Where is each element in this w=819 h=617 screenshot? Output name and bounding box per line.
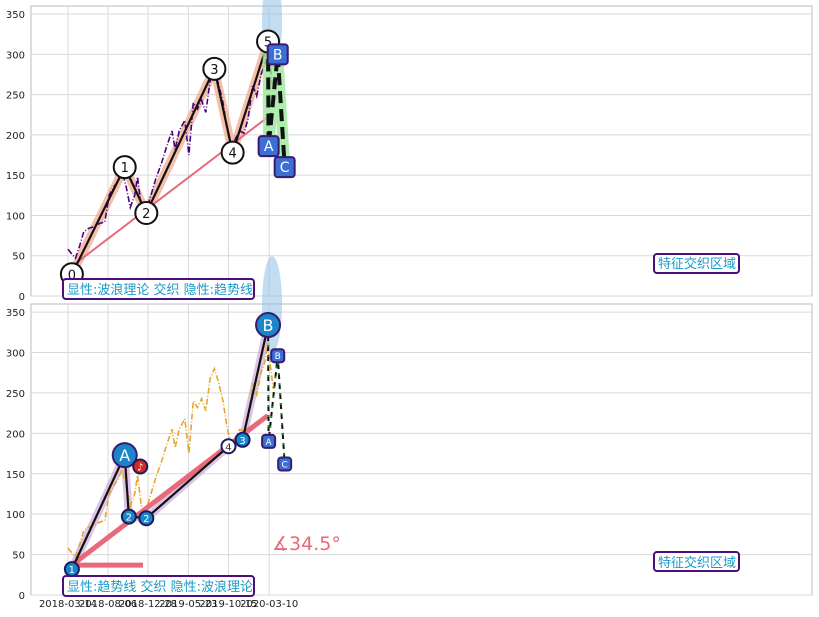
top-right-note: 特征交织区域 <box>658 256 736 272</box>
wave-point-marker <box>112 155 137 180</box>
wave-point-label: 2 <box>142 207 150 222</box>
y-tick-label: 200 <box>6 429 25 440</box>
wave-point-label: 2 <box>126 513 132 524</box>
projection-label: A <box>264 139 274 155</box>
top-annotations: 显性:波浪理论 交织 隐性:趋势线 特征交织区域 <box>62 253 740 300</box>
projection-marker <box>277 456 293 472</box>
y-tick-label: 50 <box>12 551 25 562</box>
price-series-line <box>67 44 275 260</box>
bottom-left-note: 显性:趋势线 交织 隐性:波浪理论 <box>67 579 253 595</box>
x-tick-label: 2019-05-23 <box>159 599 217 610</box>
projection-label: B <box>275 352 281 362</box>
projection-line <box>266 41 287 168</box>
bottom-chart-marks: 1 A 2 2 ♪ 43 B A B C <box>63 256 293 578</box>
wave-point-marker <box>138 510 155 527</box>
wave-point-label: 5 <box>264 35 272 50</box>
wave-point-label: A <box>119 446 130 465</box>
wave-point-label: 3 <box>239 436 245 447</box>
wave-point-label: 0 <box>68 268 76 283</box>
x-tick-label: 2019-10-15 <box>199 599 257 610</box>
bottom-grid <box>31 304 812 596</box>
wave-point-label: 4 <box>225 442 231 453</box>
y-tick-label: 0 <box>19 292 25 303</box>
top-right-note-box <box>653 253 740 274</box>
wave-point-marker <box>220 438 237 455</box>
y-tick-label: 300 <box>6 349 25 360</box>
projection-marker <box>273 156 296 179</box>
y-tick-label: 300 <box>6 50 25 61</box>
projection-marker <box>261 433 277 449</box>
projection-label: A <box>266 438 273 448</box>
bottom-x-tick-labels: 2018-03-142018-08-062018-12-282019-05-23… <box>39 599 298 610</box>
y-tick-label: 250 <box>6 389 25 400</box>
bottom-annotations: 显性:趋势线 交织 隐性:波浪理论 特征交织区域 ∡34.5° <box>62 533 740 597</box>
top-left-note: 显性:波浪理论 交织 隐性:趋势线 <box>67 282 253 298</box>
y-tick-label: 200 <box>6 131 25 142</box>
top-left-note-box <box>62 278 255 300</box>
y-tick-label: 50 <box>12 252 25 263</box>
wave-point-label: 4 <box>228 147 236 162</box>
projection-marker <box>266 43 289 66</box>
wave-point-label: 2 <box>143 514 149 525</box>
wave-point-label: B <box>263 316 274 335</box>
projection-marker <box>257 135 280 158</box>
y-tick-label: 250 <box>6 91 25 102</box>
projection-marker <box>270 348 286 364</box>
bottom-right-note: 特征交织区域 <box>658 555 736 571</box>
y-tick-label: 150 <box>6 470 25 481</box>
top-chart-marks: 0 1 2 3 4 5 A B C <box>59 0 296 287</box>
projection-label: B <box>273 47 283 63</box>
bottom-right-note-box <box>653 551 740 572</box>
projection-label: C <box>282 461 288 471</box>
wave-point-marker <box>120 508 137 525</box>
y-tick-label: 100 <box>6 211 25 222</box>
wave-point-marker <box>234 431 251 448</box>
bottom-y-tick-labels: 0 50 100 150 200 250 300 350 <box>6 308 25 602</box>
x-tick-label: 2020-03-10 <box>240 599 298 610</box>
wave-point-label: ♪ <box>137 462 143 473</box>
y-tick-label: 0 <box>19 591 25 602</box>
y-tick-label: 100 <box>6 510 25 521</box>
projection-label: C <box>280 160 290 176</box>
wave-point-marker <box>202 56 227 81</box>
y-tick-label: 350 <box>6 308 25 319</box>
wave-point-label: 3 <box>210 63 218 78</box>
x-tick-label: 2018-12-28 <box>119 599 177 610</box>
y-tick-label: 150 <box>6 171 25 182</box>
wave-point-marker <box>132 458 149 475</box>
wave-point-marker <box>111 442 138 469</box>
wave-point-label: 1 <box>121 161 129 176</box>
bottom-left-note-box <box>62 575 255 597</box>
wave-point-label: 1 <box>69 565 75 576</box>
angle-label: ∡34.5° <box>272 533 341 555</box>
wave-line <box>70 41 270 275</box>
wave-point-marker <box>220 140 245 165</box>
y-tick-label: 350 <box>6 10 25 21</box>
x-tick-label: 2018-08-06 <box>79 599 137 610</box>
wave-point-marker <box>255 312 282 339</box>
wave-point-marker <box>134 201 159 226</box>
x-tick-label: 2018-03-14 <box>39 599 97 610</box>
top-y-tick-labels: 0 50 100 150 200 250 300 350 <box>6 10 25 303</box>
top-panel: 0 50 100 150 200 250 300 350 0 1 2 3 4 5 A B C 显性:波浪理论 … <box>6 0 813 303</box>
